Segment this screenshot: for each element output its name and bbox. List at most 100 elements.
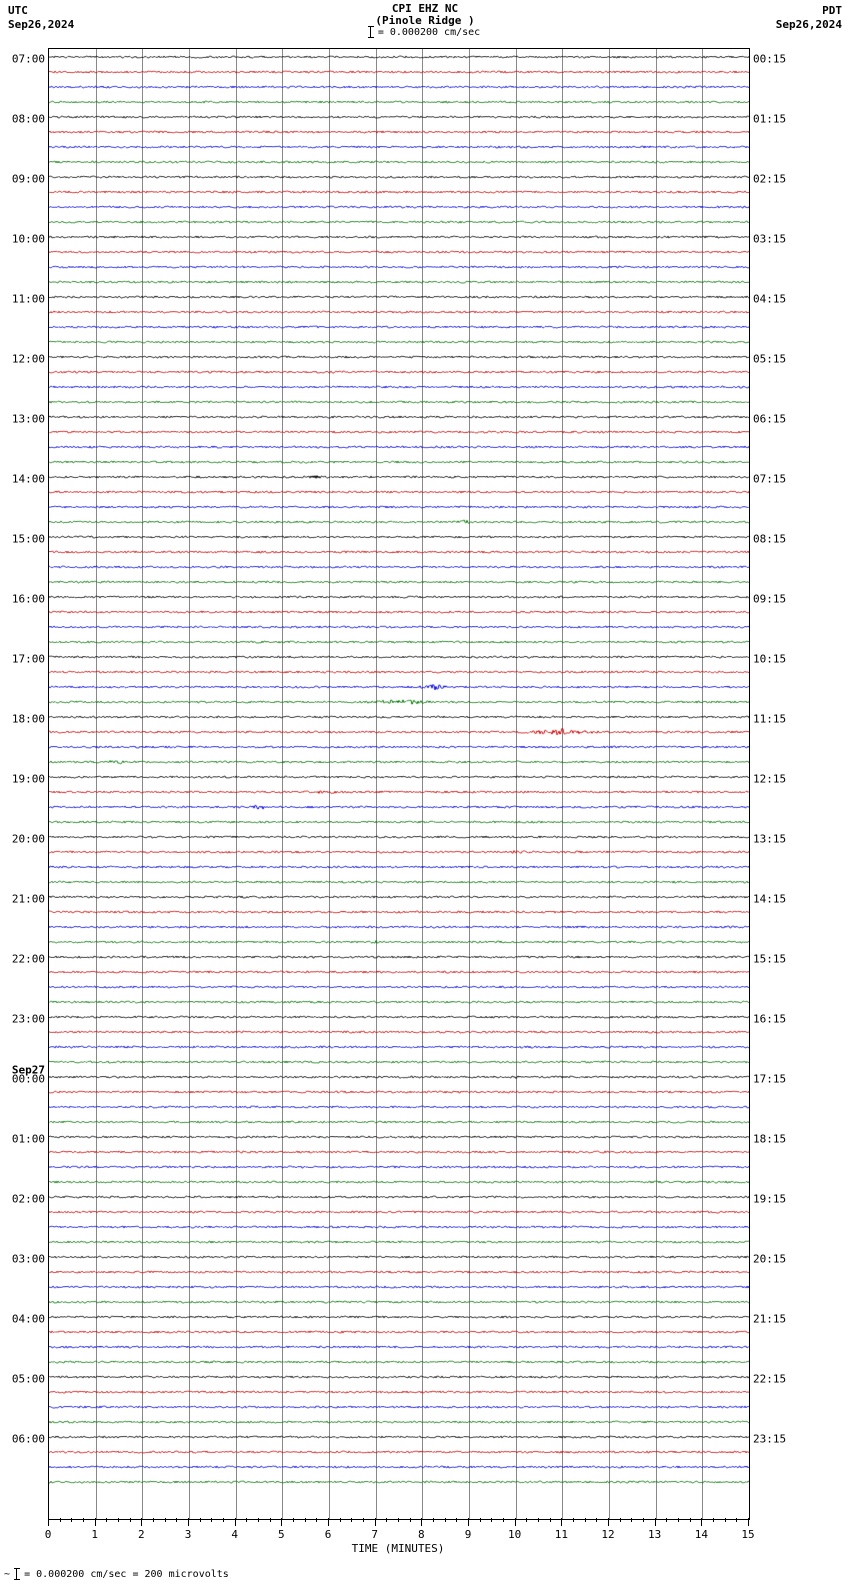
time-label-left: 02:00 bbox=[12, 1193, 49, 1206]
trace-waveform bbox=[49, 1416, 749, 1428]
time-label-right: 23:15 bbox=[749, 1433, 786, 1446]
x-tick-minor bbox=[176, 1518, 177, 1522]
x-tick bbox=[561, 1518, 562, 1526]
trace-waveform bbox=[49, 681, 749, 693]
trace-row: 21:0014:15 bbox=[49, 899, 749, 900]
trace-row bbox=[49, 824, 749, 825]
trace-waveform bbox=[49, 726, 749, 738]
trace-row bbox=[49, 914, 749, 915]
trace-row bbox=[49, 404, 749, 405]
trace-row: 02:0019:15 bbox=[49, 1199, 749, 1200]
trace-row bbox=[49, 1169, 749, 1170]
footer-scale-bar-icon bbox=[16, 1568, 18, 1580]
x-tick-minor bbox=[200, 1518, 201, 1522]
time-label-left: 10:00 bbox=[12, 233, 49, 246]
time-label-left: 23:00 bbox=[12, 1013, 49, 1026]
trace-waveform bbox=[49, 996, 749, 1008]
trace-waveform bbox=[49, 1041, 749, 1053]
trace-waveform bbox=[49, 1326, 749, 1338]
x-tick bbox=[48, 1518, 49, 1526]
trace-waveform bbox=[49, 171, 749, 183]
trace-waveform bbox=[49, 1206, 749, 1218]
trace-row: Sep2700:0017:15 bbox=[49, 1079, 749, 1080]
time-label-right: 01:15 bbox=[749, 113, 786, 126]
time-label-right: 03:15 bbox=[749, 233, 786, 246]
trace-waveform bbox=[49, 1461, 749, 1473]
trace-waveform bbox=[49, 156, 749, 168]
trace-row bbox=[49, 194, 749, 195]
trace-waveform bbox=[49, 1131, 749, 1143]
x-tick-minor bbox=[386, 1518, 387, 1522]
x-tick-label: 11 bbox=[555, 1528, 568, 1541]
trace-waveform bbox=[49, 1056, 749, 1068]
time-label-right: 07:15 bbox=[749, 473, 786, 486]
x-tick-minor bbox=[713, 1518, 714, 1522]
x-tick-label: 13 bbox=[648, 1528, 661, 1541]
trace-waveform bbox=[49, 831, 749, 843]
trace-waveform bbox=[49, 1266, 749, 1278]
trace-waveform bbox=[49, 1341, 749, 1353]
trace-row bbox=[49, 854, 749, 855]
x-tick bbox=[281, 1518, 282, 1526]
x-axis-title: TIME (MINUTES) bbox=[48, 1542, 748, 1555]
trace-waveform bbox=[49, 696, 749, 708]
trace-waveform bbox=[49, 411, 749, 423]
x-tick-minor bbox=[666, 1518, 667, 1522]
scale-indicator: = 0.000200 cm/sec bbox=[0, 26, 850, 38]
x-tick-minor bbox=[363, 1518, 364, 1522]
trace-waveform bbox=[49, 126, 749, 138]
trace-waveform bbox=[49, 711, 749, 723]
trace-waveform bbox=[49, 861, 749, 873]
x-tick bbox=[95, 1518, 96, 1526]
trace-row: 07:0000:15 bbox=[49, 59, 749, 60]
x-tick-minor bbox=[106, 1518, 107, 1522]
x-tick-minor bbox=[340, 1518, 341, 1522]
trace-waveform bbox=[49, 1371, 749, 1383]
time-label-left: 18:00 bbox=[12, 713, 49, 726]
trace-waveform bbox=[49, 1011, 749, 1023]
trace-row bbox=[49, 1154, 749, 1155]
time-label-left: 19:00 bbox=[12, 773, 49, 786]
trace-row bbox=[49, 269, 749, 270]
trace-waveform bbox=[49, 546, 749, 558]
x-tick-minor bbox=[573, 1518, 574, 1522]
x-tick-minor bbox=[736, 1518, 737, 1522]
x-tick-label: 9 bbox=[465, 1528, 472, 1541]
trace-row bbox=[49, 1454, 749, 1455]
time-label-right: 10:15 bbox=[749, 653, 786, 666]
trace-waveform bbox=[49, 51, 749, 63]
trace-waveform bbox=[49, 81, 749, 93]
x-tick-minor bbox=[118, 1518, 119, 1522]
trace-waveform bbox=[49, 921, 749, 933]
x-tick-minor bbox=[643, 1518, 644, 1522]
trace-waveform bbox=[49, 561, 749, 573]
trace-row: 19:0012:15 bbox=[49, 779, 749, 780]
time-label-right: 06:15 bbox=[749, 413, 786, 426]
x-tick-minor bbox=[351, 1518, 352, 1522]
trace-waveform bbox=[49, 591, 749, 603]
x-tick-minor bbox=[725, 1518, 726, 1522]
trace-row bbox=[49, 884, 749, 885]
trace-row bbox=[49, 794, 749, 795]
trace-row bbox=[49, 1409, 749, 1410]
trace-row bbox=[49, 209, 749, 210]
trace-waveform bbox=[49, 321, 749, 333]
trace-row bbox=[49, 614, 749, 615]
x-tick-label: 14 bbox=[695, 1528, 708, 1541]
time-label-right: 05:15 bbox=[749, 353, 786, 366]
trace-row bbox=[49, 374, 749, 375]
trace-row: 15:0008:15 bbox=[49, 539, 749, 540]
time-label-right: 04:15 bbox=[749, 293, 786, 306]
time-label-left: 13:00 bbox=[12, 413, 49, 426]
time-label-left: 03:00 bbox=[12, 1253, 49, 1266]
time-label-left: 16:00 bbox=[12, 593, 49, 606]
trace-row bbox=[49, 449, 749, 450]
time-label-right: 20:15 bbox=[749, 1253, 786, 1266]
trace-row bbox=[49, 929, 749, 930]
trace-row: 09:0002:15 bbox=[49, 179, 749, 180]
trace-waveform bbox=[49, 1431, 749, 1443]
trace-row bbox=[49, 1004, 749, 1005]
trace-waveform bbox=[49, 666, 749, 678]
x-tick bbox=[141, 1518, 142, 1526]
trace-waveform bbox=[49, 96, 749, 108]
